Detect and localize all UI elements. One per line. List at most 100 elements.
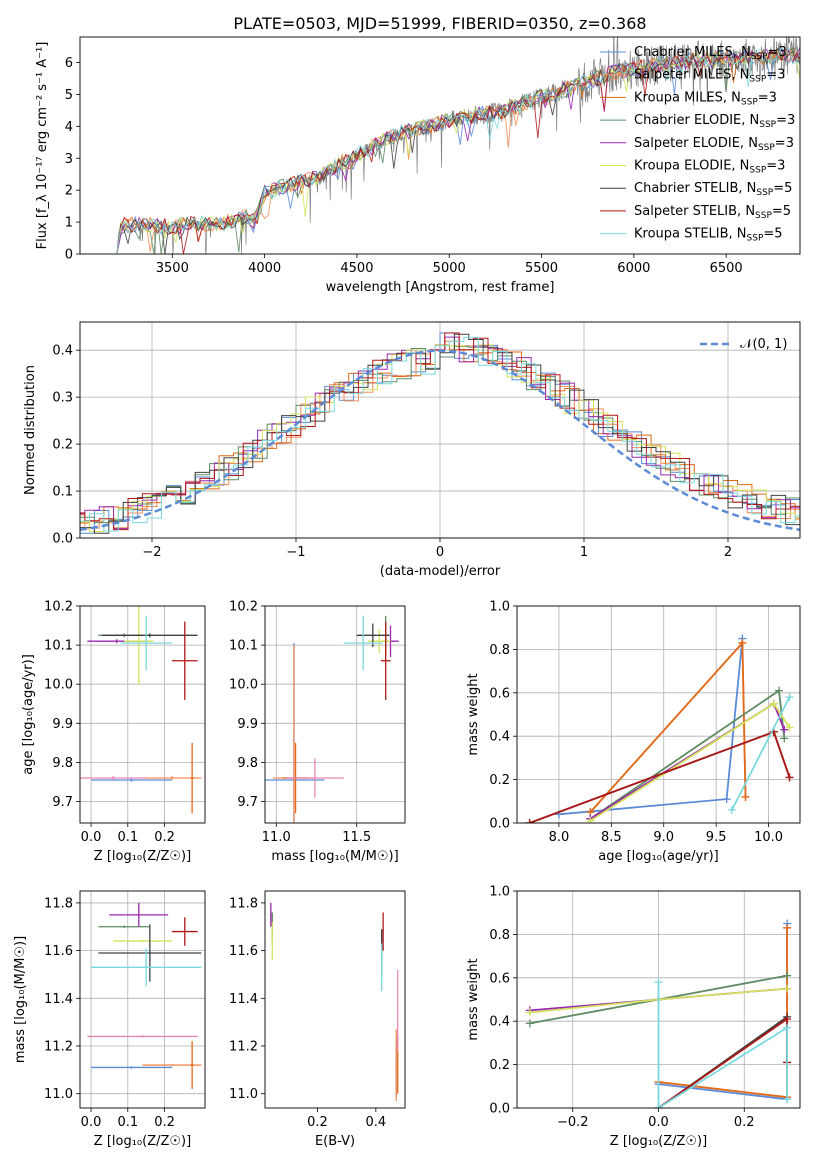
- age-vs-metallicity-panel: 0.0 0.1 0.2 9.7 9.8 9.9 10.0 10.1 10.2 Z [log₁₀(Z…: [21, 600, 206, 864]
- legend-text: Chabrier MILES, N: [634, 45, 751, 60]
- axes-frame: [79, 605, 206, 824]
- weight-vs-metallicity-panel: −0.2 0.0 0.2 0.0 0.2 0.4 0.6 0.8 1.0 Z [log₁₀(Z/Z…: [466, 885, 801, 1149]
- axes-frame: [79, 321, 801, 539]
- y-tick-label: 0.2: [489, 773, 510, 788]
- legend-text: Chabrier STELIB, N: [634, 181, 756, 196]
- y-tick-label: 11.0: [44, 1087, 73, 1102]
- x-tick-label: 0.1: [117, 830, 138, 845]
- y-tick-label: 10.1: [44, 639, 73, 654]
- y-tick-label: 2: [65, 184, 73, 199]
- y-tick-label: 0.0: [52, 532, 73, 547]
- y-tick-label: 0.4: [489, 730, 510, 745]
- x-tick-label: −2: [142, 545, 161, 560]
- legend-text: Salpeter MILES, N: [634, 68, 749, 83]
- y-tick-label: 11.2: [229, 1040, 258, 1055]
- y-tick-label: 0.8: [489, 643, 510, 658]
- x-tick-label: 11.0: [262, 830, 291, 845]
- legend-subscript: SSP: [759, 120, 776, 130]
- legend-text: Chabrier ELODIE, N: [634, 113, 759, 128]
- y-axis-label: Normed distribution: [23, 365, 38, 495]
- y-tick-label: 10.0: [229, 678, 258, 693]
- x-tick-label: 1: [580, 545, 588, 560]
- legend-subscript: SSP: [741, 97, 758, 107]
- y-tick-label: 9.8: [237, 756, 258, 771]
- legend-entry-label: Chabrier ELODIE, NSSP=3: [634, 113, 795, 130]
- axes-frame: [264, 890, 406, 1109]
- legend-suffix: =5: [763, 227, 782, 242]
- mass-vs-metallicity-panel: 0.0 0.1 0.2 11.0 11.2 11.4 11.6 11.8 Z [log₁₀(Z/…: [13, 890, 206, 1149]
- legend-subscript: SSP: [755, 211, 772, 221]
- y-tick-label: 11.2: [44, 1040, 73, 1055]
- y-tick-label: 0.6: [489, 686, 510, 701]
- residual-histogram-panel: −2 −1 0 1 2 0.0 0.1 0.2 0.3 0.4 (data-model)/error…: [23, 321, 801, 579]
- x-axis-label: Z [log₁₀(Z/Z☉)]: [94, 1134, 191, 1149]
- legend-suffix: =5: [772, 204, 791, 219]
- weight-series-line: [657, 982, 788, 1108]
- y-tick-label: 1: [65, 216, 73, 231]
- legend-suffix: =3: [768, 45, 787, 60]
- plot-area: [80, 332, 800, 534]
- y-tick-label: 10.2: [229, 600, 258, 615]
- legend-subscript: SSP: [758, 143, 775, 153]
- y-tick-label: 0.0: [489, 1102, 510, 1117]
- y-axis-label: Flux [f_λ 10⁻¹⁷ erg cm⁻² s⁻¹ A⁻¹]: [35, 42, 50, 250]
- spectrum-panel: 3500 4000 4500 5000 5500 6000 6500 0 1 2 3 4 5 6 wavel…: [35, 36, 801, 295]
- x-tick-label: 9.5: [706, 830, 727, 845]
- legend-entry-label: Kroupa ELODIE, NSSP=3: [634, 159, 785, 176]
- weight-series-line: [658, 927, 788, 1099]
- y-tick-label: 10.2: [44, 600, 73, 615]
- legend-suffix: =3: [766, 68, 785, 83]
- axes-frame: [516, 890, 801, 1109]
- x-tick-label: 10.0: [754, 830, 783, 845]
- residual-histogram-series: [80, 332, 800, 531]
- y-tick-label: 9.9: [237, 717, 258, 732]
- legend-entry-label: Chabrier STELIB, NSSP=5: [634, 181, 792, 198]
- legend-text: Kroupa ELODIE, N: [634, 159, 749, 174]
- plot-area: [525, 634, 794, 823]
- y-tick-label: 11.6: [44, 944, 73, 959]
- y-tick-label: 11.4: [229, 992, 258, 1007]
- plot-area: [87, 902, 202, 1089]
- y-tick-label: 11.8: [44, 896, 73, 911]
- x-tick-label: 5500: [525, 261, 558, 276]
- model-spectrum: [116, 47, 800, 254]
- x-tick-label: 0.1: [117, 1115, 138, 1130]
- legend-suffix: =3: [776, 113, 795, 128]
- plot-area: [265, 615, 399, 823]
- x-axis-label: Z [log₁₀(Z/Z☉)]: [610, 1134, 707, 1149]
- residual-histogram-series: [80, 340, 800, 529]
- x-axis-label: mass [log₁₀(M/M☉)]: [271, 849, 398, 864]
- axes-frame: [516, 605, 801, 824]
- legend-subscript: SSP: [749, 75, 766, 85]
- y-tick-label: 6: [65, 56, 73, 71]
- x-tick-label: 4500: [340, 261, 373, 276]
- x-tick-label: 0.0: [648, 1115, 669, 1130]
- y-axis-label: mass [log₁₀(M/M☉)]: [13, 936, 28, 1063]
- x-tick-label: 2: [724, 545, 732, 560]
- x-tick-label: 6500: [710, 261, 743, 276]
- y-tick-label: 0.4: [489, 1015, 510, 1030]
- legend-entry-label: Salpeter MILES, NSSP=3: [634, 68, 785, 85]
- y-tick-label: 1.0: [489, 600, 510, 615]
- x-tick-label: 0.0: [81, 830, 102, 845]
- axes-frame: [79, 36, 801, 255]
- plot-area: [116, 37, 800, 254]
- y-tick-label: 9.9: [52, 717, 73, 732]
- y-tick-label: 4: [65, 120, 73, 135]
- x-tick-label: 8.5: [601, 830, 622, 845]
- age-vs-mass-panel: 11.0 11.5 9.7 9.8 9.9 10.0 10.1 10.2 mass [log₁₀…: [229, 600, 406, 864]
- y-tick-label: 0.0: [489, 817, 510, 832]
- y-tick-label: 11.0: [229, 1087, 258, 1102]
- plot-area: [270, 902, 399, 1101]
- x-tick-label: 0.4: [365, 1115, 386, 1130]
- mass-vs-extinction-panel: 0.2 0.4 11.0 11.2 11.4 11.6 11.8 E(B-V): [229, 890, 406, 1149]
- legend-text: Salpeter ELODIE, N: [634, 136, 758, 151]
- x-tick-label: 0.2: [154, 1115, 175, 1130]
- y-axis-label: age [log₁₀(age/yr)]: [21, 654, 36, 775]
- x-tick-label: −0.2: [557, 1115, 589, 1130]
- y-tick-label: 0.2: [52, 438, 73, 453]
- y-tick-label: 0: [65, 248, 73, 263]
- y-tick-label: 0.2: [489, 1058, 510, 1073]
- y-tick-label: 0.8: [489, 928, 510, 943]
- x-axis-label: (data-model)/error: [380, 564, 501, 579]
